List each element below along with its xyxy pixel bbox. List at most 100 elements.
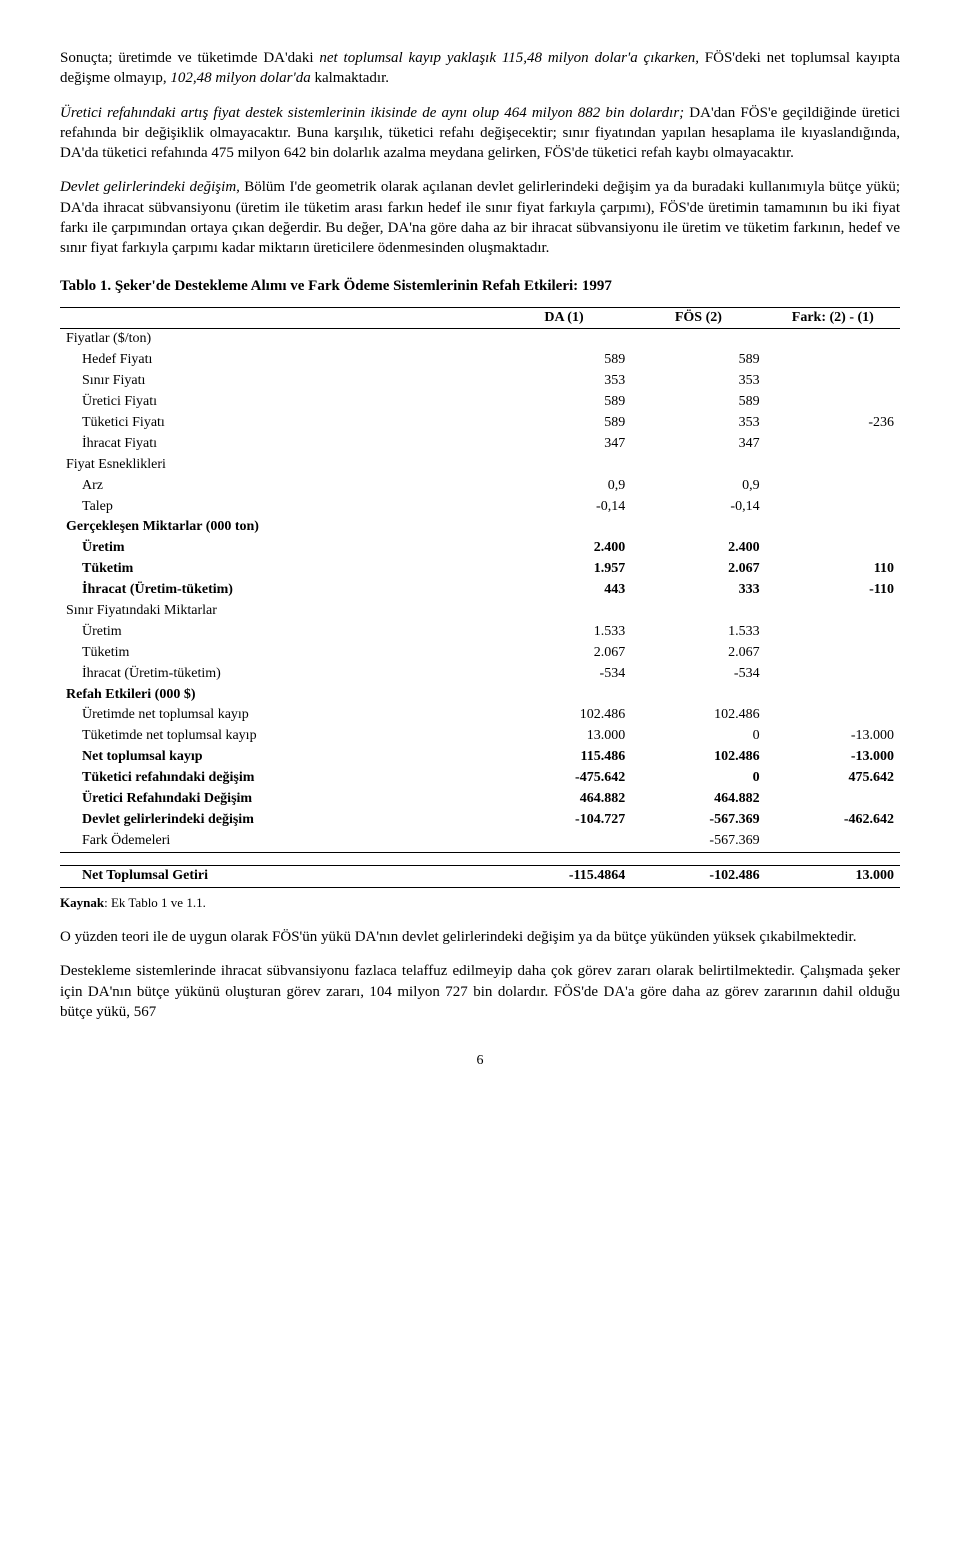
table-row: Devlet gelirlerindeki değişim-104.727-56… (60, 810, 900, 831)
table-row: Üretimde net toplumsal kayıp102.486102.4… (60, 705, 900, 726)
row-c1: 102.486 (497, 705, 631, 726)
row-c2: -534 (631, 664, 765, 685)
paragraph-4: O yüzden teori ile de uygun olarak FÖS'ü… (60, 927, 900, 947)
table-row: Fiyat Esneklikleri (60, 455, 900, 476)
row-c3 (766, 685, 900, 706)
row-c1: 589 (497, 413, 631, 434)
row-label: Sınır Fiyatındaki Miktarlar (60, 601, 497, 622)
row-c2: 353 (631, 371, 765, 392)
table-row: Üretici Refahındaki Değişim464.882464.88… (60, 789, 900, 810)
row-c1: 115.486 (497, 747, 631, 768)
row-c2: 0 (631, 726, 765, 747)
row-label: Üretimde net toplumsal kayıp (60, 705, 497, 726)
table-row: Fiyatlar ($/ton) (60, 329, 900, 350)
row-c1 (497, 455, 631, 476)
page-number: 6 (60, 1052, 900, 1071)
row-c1: 13.000 (497, 726, 631, 747)
paragraph-2: Üretici refahındaki artış fiyat destek s… (60, 103, 900, 164)
row-c3: -236 (766, 413, 900, 434)
table-row: Net toplumsal kayıp115.486102.486-13.000 (60, 747, 900, 768)
row-label: Tüketim (60, 643, 497, 664)
table-row: Tüketim1.9572.067110 (60, 559, 900, 580)
row-c1 (497, 517, 631, 538)
row-label: Hedef Fiyatı (60, 350, 497, 371)
row-label: İhracat Fiyatı (60, 434, 497, 455)
paragraph-3: Devlet gelirlerindeki değişim, Bölüm I'd… (60, 177, 900, 258)
row-label: Fark Ödemeleri (60, 831, 497, 852)
p2-italic: Üretici refahındaki artış fiyat destek s… (60, 105, 684, 121)
row-label: Üretici Fiyatı (60, 392, 497, 413)
row-c3 (766, 497, 900, 518)
row-c2: 333 (631, 580, 765, 601)
row-label: İhracat (Üretim-tüketim) (60, 664, 497, 685)
footer-c2: -102.486 (631, 865, 765, 887)
row-c3 (766, 476, 900, 497)
p1-text-c: kalmaktadır. (311, 70, 389, 86)
row-c2: -567.369 (631, 810, 765, 831)
row-c1: 589 (497, 350, 631, 371)
row-c3: -13.000 (766, 747, 900, 768)
row-c1 (497, 601, 631, 622)
table-footer-row: Net Toplumsal Getiri -115.4864 -102.486 … (60, 865, 900, 887)
row-c1: 1.957 (497, 559, 631, 580)
footer-c3: 13.000 (766, 865, 900, 887)
row-c2: 2.400 (631, 538, 765, 559)
row-c1: 347 (497, 434, 631, 455)
table-spacer-row (60, 852, 900, 865)
row-c3 (766, 643, 900, 664)
row-label: Refah Etkileri (000 $) (60, 685, 497, 706)
row-label: Fiyatlar ($/ton) (60, 329, 497, 350)
row-label: Gerçekleşen Miktarlar (000 ton) (60, 517, 497, 538)
row-c2: 589 (631, 350, 765, 371)
row-c2: -0,14 (631, 497, 765, 518)
row-c1: -475.642 (497, 768, 631, 789)
row-c2: 102.486 (631, 705, 765, 726)
row-label: Üretici Refahındaki Değişim (60, 789, 497, 810)
table-row: Talep-0,14-0,14 (60, 497, 900, 518)
row-c3 (766, 601, 900, 622)
row-c2 (631, 455, 765, 476)
row-c2: -567.369 (631, 831, 765, 852)
table-header-row: DA (1) FÖS (2) Fark: (2) - (1) (60, 307, 900, 329)
p1-italic-1: net toplumsal kayıp yaklaşık 115,48 mily… (319, 50, 699, 66)
row-c1: 2.400 (497, 538, 631, 559)
table-title: Tablo 1. Şeker'de Destekleme Alımı ve Fa… (60, 276, 900, 296)
row-c3 (766, 538, 900, 559)
row-c3: -462.642 (766, 810, 900, 831)
table-row: Refah Etkileri (000 $) (60, 685, 900, 706)
table-row: Üretim2.4002.400 (60, 538, 900, 559)
row-label: Üretim (60, 538, 497, 559)
row-c1: -104.727 (497, 810, 631, 831)
row-c2: 2.067 (631, 643, 765, 664)
row-c3 (766, 392, 900, 413)
table-row: Üretim1.5331.533 (60, 622, 900, 643)
row-c1: 0,9 (497, 476, 631, 497)
row-label: Tüketimde net toplumsal kayıp (60, 726, 497, 747)
row-c2: 0 (631, 768, 765, 789)
table-row: Sınır Fiyatı353353 (60, 371, 900, 392)
table-row: Arz0,90,9 (60, 476, 900, 497)
spacer-cell (60, 852, 900, 865)
row-c2: 1.533 (631, 622, 765, 643)
row-label: Arz (60, 476, 497, 497)
footer-label: Net Toplumsal Getiri (60, 865, 497, 887)
table-row: İhracat Fiyatı347347 (60, 434, 900, 455)
row-c2: 464.882 (631, 789, 765, 810)
row-label: Talep (60, 497, 497, 518)
p1-italic-2: 102,48 milyon dolar'da (170, 70, 310, 86)
row-c1 (497, 329, 631, 350)
row-c2: 353 (631, 413, 765, 434)
row-label: Tüketim (60, 559, 497, 580)
row-c1: -534 (497, 664, 631, 685)
table-row: Fark Ödemeleri -567.369 (60, 831, 900, 852)
row-c1: 589 (497, 392, 631, 413)
table-header-fark: Fark: (2) - (1) (766, 307, 900, 329)
source-label: Kaynak (60, 895, 104, 910)
row-label: İhracat (Üretim-tüketim) (60, 580, 497, 601)
table-row: Gerçekleşen Miktarlar (000 ton) (60, 517, 900, 538)
table-header-empty (60, 307, 497, 329)
row-c3 (766, 831, 900, 852)
row-c3 (766, 434, 900, 455)
table-row: Hedef Fiyatı589589 (60, 350, 900, 371)
row-label: Sınır Fiyatı (60, 371, 497, 392)
